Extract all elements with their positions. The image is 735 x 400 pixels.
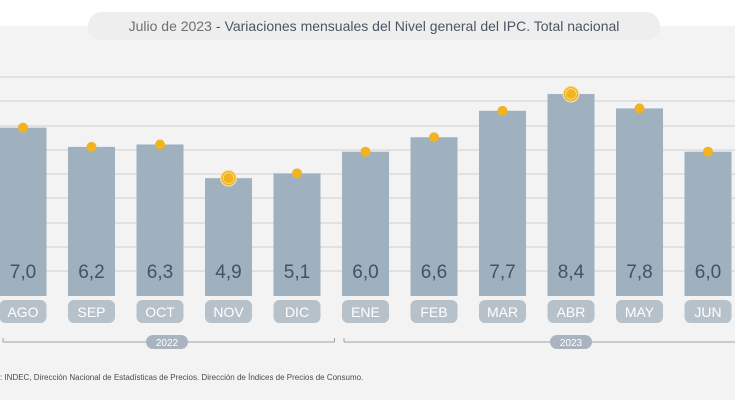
marker-may bbox=[634, 103, 645, 114]
bar-ene bbox=[342, 151, 389, 296]
marker-feb bbox=[429, 132, 439, 143]
bar-ago bbox=[0, 127, 47, 297]
bar-sep bbox=[68, 146, 115, 296]
marker-nov bbox=[223, 173, 234, 184]
tick-label-abr: ABR bbox=[557, 304, 586, 320]
tick-bg-feb bbox=[410, 300, 458, 323]
tick-label-dic: DIC bbox=[285, 304, 309, 320]
bar-mar bbox=[479, 110, 526, 296]
tick-bg-abr bbox=[547, 300, 595, 323]
bars bbox=[0, 93, 732, 297]
marker-ago bbox=[18, 122, 28, 133]
tick-bg-jun bbox=[684, 300, 732, 323]
bar-oct bbox=[136, 144, 184, 296]
value-label-dic: 5,1 bbox=[284, 262, 310, 283]
value-label-ago: 7,0 bbox=[10, 262, 36, 283]
tick-label-nov: NOV bbox=[213, 304, 244, 320]
value-label-mar: 7,7 bbox=[489, 262, 515, 283]
tick-label-sep: SEP bbox=[77, 304, 105, 320]
bar-feb bbox=[410, 137, 458, 296]
category-ticks: AGO SEP OCT NOV DIC ENE FEB MAR ABR MAY JUN bbox=[0, 300, 732, 323]
tick-bg-may bbox=[616, 300, 663, 323]
value-label-nov: 4,9 bbox=[215, 262, 241, 283]
source-note: : INDEC, Dirección Nacional de Estadísti… bbox=[0, 373, 364, 382]
bar-may bbox=[616, 108, 663, 296]
title-text: Variaciones mensuales del Nivel general … bbox=[224, 18, 620, 34]
year-pill-2023 bbox=[550, 335, 592, 349]
value-label-feb: 6,6 bbox=[421, 262, 447, 283]
marker-sep bbox=[86, 141, 97, 152]
tick-bg-ene bbox=[342, 300, 389, 323]
title-separator: - bbox=[215, 18, 221, 34]
value-label-sep: 6,2 bbox=[78, 262, 104, 283]
value-label-jun: 6,0 bbox=[695, 262, 721, 283]
tick-label-ago: AGO bbox=[7, 304, 38, 320]
value-label-abr: 8,4 bbox=[558, 262, 585, 283]
marker-oct bbox=[155, 139, 165, 150]
markers bbox=[18, 85, 713, 187]
marker-ring-abr bbox=[563, 86, 579, 102]
tick-bg-dic bbox=[273, 300, 321, 323]
value-label-ene: 6,0 bbox=[352, 262, 378, 283]
marker-abr bbox=[566, 88, 576, 99]
tick-bg-sep bbox=[68, 300, 115, 323]
tick-label-oct: OCT bbox=[145, 304, 175, 320]
year-label-2022: 2022 bbox=[156, 338, 179, 349]
title-date: Julio de 2023 bbox=[128, 18, 212, 34]
bar-dic bbox=[273, 173, 321, 296]
year-groups: 2022 2023 bbox=[2, 335, 735, 349]
value-label-oct: 6,3 bbox=[147, 262, 173, 283]
bar-jun bbox=[684, 151, 732, 296]
bar-abr bbox=[547, 93, 595, 296]
marker-mar bbox=[497, 105, 508, 116]
marker-dic bbox=[292, 168, 302, 179]
tick-bg-mar bbox=[479, 300, 526, 323]
tick-label-jun: JUN bbox=[694, 304, 721, 320]
bar-nov bbox=[205, 178, 252, 296]
value-label-may: 7,8 bbox=[626, 262, 652, 283]
tick-bg-ago bbox=[0, 300, 47, 323]
tick-bg-nov bbox=[205, 300, 252, 323]
year-label-2023: 2023 bbox=[560, 338, 583, 349]
tick-bg-oct bbox=[136, 300, 184, 323]
year-pill-2022 bbox=[146, 335, 188, 349]
marker-ene bbox=[360, 146, 371, 157]
marker-jun bbox=[703, 146, 713, 157]
tick-label-ene: ENE bbox=[351, 304, 380, 320]
tick-label-feb: FEB bbox=[420, 304, 447, 320]
value-labels: 7,0 6,2 6,3 4,9 5,1 6,0 6,6 7,7 8,4 7,8 6,0 bbox=[10, 262, 721, 283]
tick-label-mar: MAR bbox=[487, 304, 518, 320]
chart-title: Julio de 2023 - Variaciones mensuales de… bbox=[88, 12, 660, 40]
tick-label-may: MAY bbox=[625, 304, 655, 320]
marker-ring-nov bbox=[221, 170, 236, 186]
